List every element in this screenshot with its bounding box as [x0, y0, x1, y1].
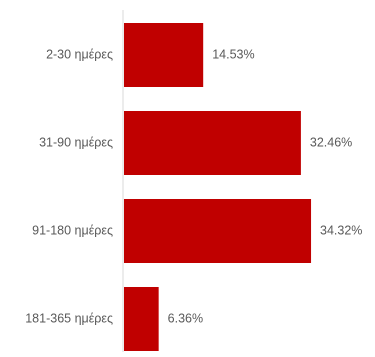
data-label: 34.32% — [320, 223, 362, 237]
bar — [124, 111, 301, 175]
data-labels-group: 14.53% 32.46% 34.32% 6.36% — [168, 47, 363, 325]
category-label: 2-30 ημέρες — [46, 47, 113, 61]
data-label: 14.53% — [212, 47, 254, 61]
data-label: 32.46% — [310, 135, 352, 149]
category-label: 91-180 ημέρες — [32, 223, 113, 237]
category-label: 181-365 ημέρες — [25, 311, 113, 325]
category-label: 31-90 ημέρες — [39, 135, 113, 149]
category-labels-group: 2-30 ημέρες 31-90 ημέρες 91-180 ημέρες 181-… — [25, 47, 113, 325]
bars-group — [124, 23, 312, 351]
bar — [124, 199, 312, 263]
bar — [124, 287, 159, 351]
data-label: 6.36% — [168, 311, 203, 325]
bar — [124, 23, 204, 87]
